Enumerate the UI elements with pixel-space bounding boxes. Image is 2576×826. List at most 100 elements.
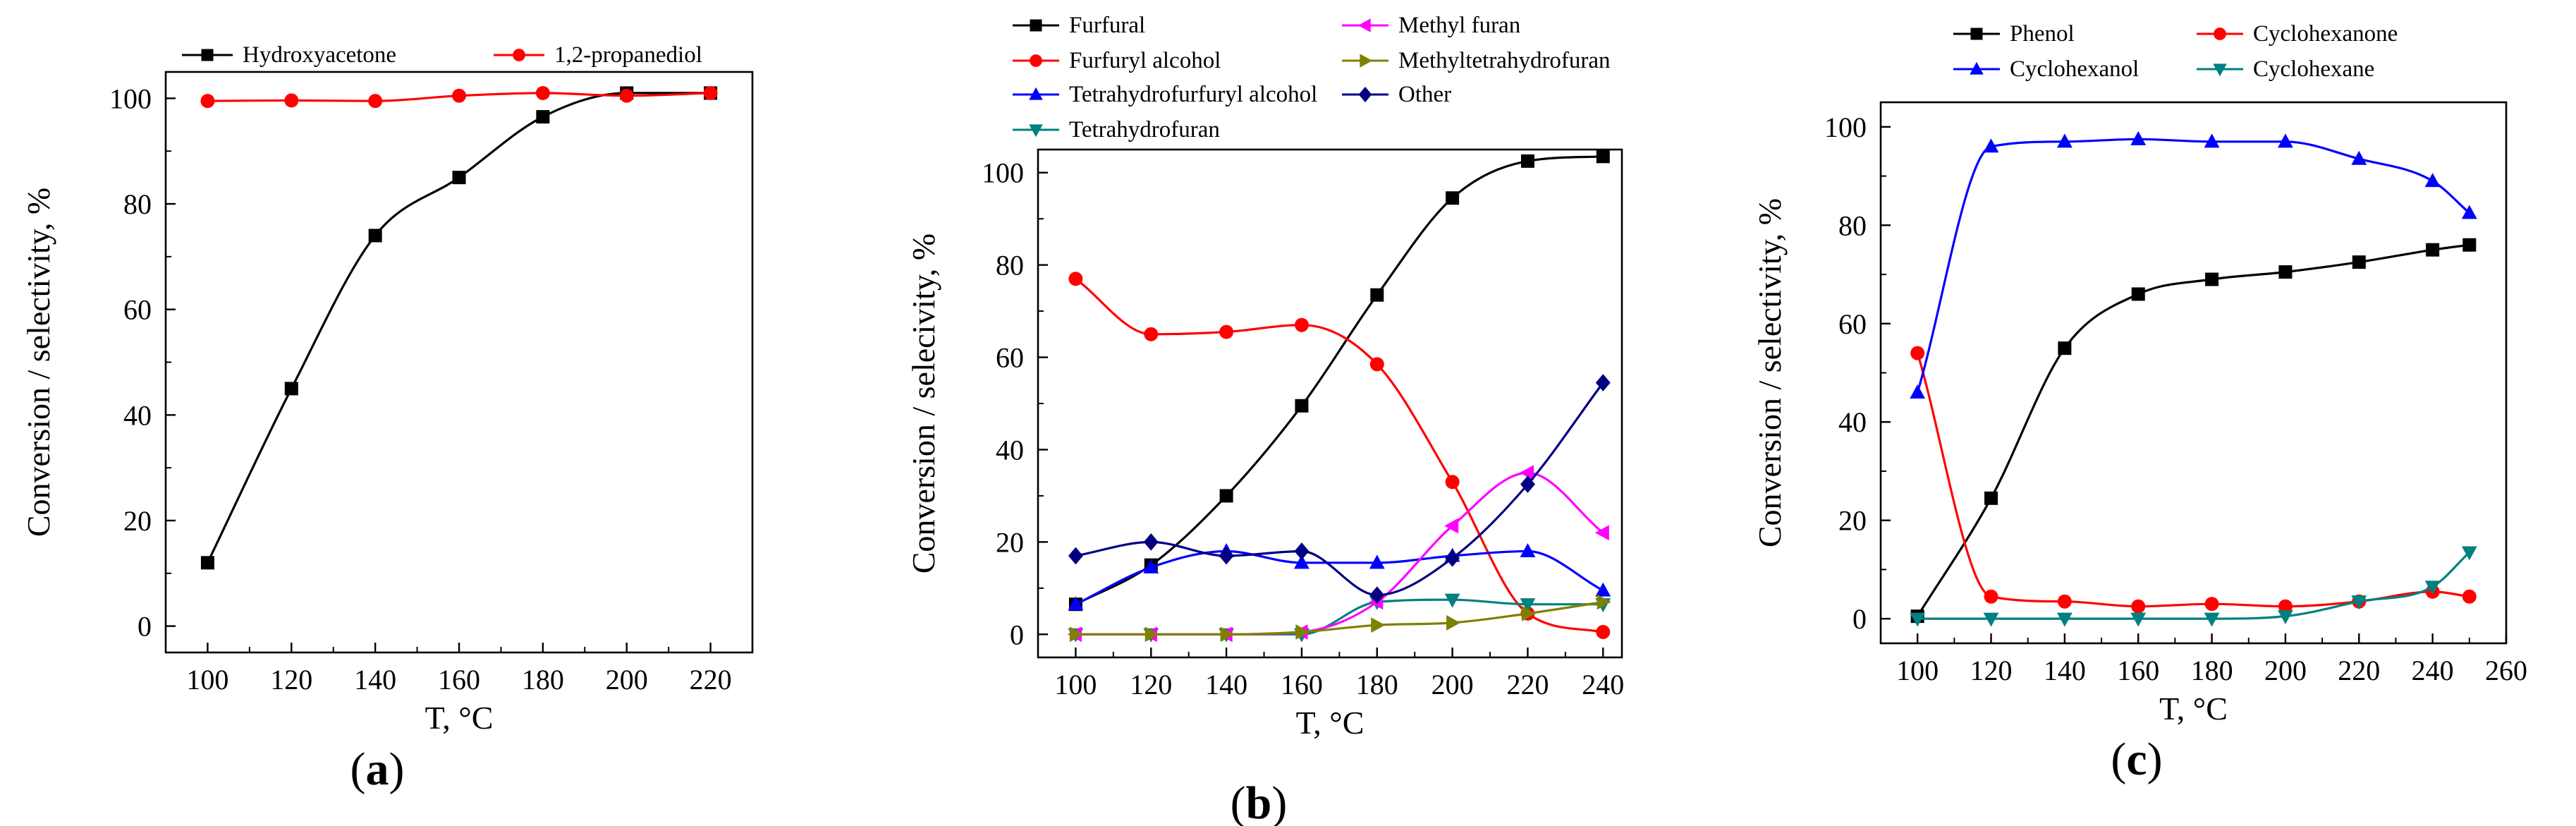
- data-point: [2278, 599, 2293, 614]
- x-tick-label: 220: [1506, 669, 1549, 700]
- legend-label: Furfuryl alcohol: [1069, 48, 1221, 73]
- legend-label: Furfural: [1069, 13, 1145, 38]
- y-tick-label: 80: [996, 250, 1024, 281]
- y-tick-label: 0: [138, 611, 152, 643]
- legend-marker: [1029, 124, 1043, 138]
- legend-item: Other: [1342, 82, 1451, 107]
- data-point: [1984, 491, 1998, 505]
- x-tick-label: 140: [2044, 655, 2086, 686]
- x-tick-label: 140: [354, 664, 396, 696]
- legend: Phenol Cyclohexanone Cyclohexanol Cyclohexa…: [1953, 21, 2398, 82]
- data-point: [1220, 626, 1235, 643]
- x-axis-label: T, °C: [1296, 705, 1365, 741]
- panel-label: (b): [1231, 777, 1288, 826]
- data-point: [1295, 624, 1310, 640]
- data-point: [2461, 546, 2477, 561]
- legend-item: Hydroxyacetone: [182, 42, 396, 68]
- legend: Furfural Furfuryl alcohol Tetrahydrofurfur…: [1013, 13, 1611, 142]
- data-point: [1446, 191, 1460, 205]
- data-point: [2278, 265, 2293, 279]
- data-point: [1596, 150, 1610, 164]
- legend-label: Hydroxyacetone: [243, 42, 396, 68]
- chart-panel-b: 100 120 140 160 180 200 220 240 0 20 40 60 80 100 T, °…: [905, 13, 1624, 826]
- series-furfural: [1068, 150, 1610, 612]
- chart-panel-a: 100 120 140 160 180 200 220 0 20 40 60 80 100 T, °C Co…: [20, 42, 754, 795]
- data-point: [200, 94, 215, 109]
- legend-item: Phenol: [1953, 21, 2075, 47]
- x-tick-label: 180: [1356, 669, 1398, 700]
- x-axis-label: T, °C: [425, 700, 494, 736]
- data-point: [1520, 598, 1536, 613]
- x-tick-label: 220: [2338, 655, 2380, 686]
- legend-marker: [1360, 54, 1373, 68]
- data-point: [2131, 287, 2145, 301]
- legend-item: Furfural: [1013, 13, 1145, 38]
- y-tick-label: 0: [1852, 603, 1867, 635]
- legend-label: Cyclohexanol: [2010, 56, 2139, 82]
- series-cyclohexane: [1910, 546, 2477, 627]
- data-point: [1143, 533, 1159, 551]
- data-point: [535, 85, 550, 100]
- x-tick-label: 100: [1896, 655, 1939, 686]
- data-point: [536, 110, 550, 124]
- legend-label: Phenol: [2010, 21, 2075, 47]
- data-point: [2204, 612, 2220, 627]
- data-point: [1144, 327, 1159, 341]
- data-point: [2426, 243, 2440, 257]
- chart-panel-c: 100 120 140 160 180 200 220 240 260 0 20 40 60 80 100 T…: [1752, 21, 2527, 785]
- data-point: [2056, 133, 2073, 148]
- y-tick-label: 100: [109, 83, 152, 114]
- legend-marker: [1029, 87, 1043, 100]
- data-point: [1294, 542, 1310, 560]
- data-point: [1068, 547, 1083, 565]
- data-point: [368, 94, 383, 109]
- data-point: [1445, 549, 1460, 567]
- data-point: [1069, 626, 1084, 643]
- legend-marker: [1970, 61, 1984, 75]
- data-point: [1595, 374, 1611, 391]
- x-tick-label: 260: [2485, 655, 2527, 686]
- legend-item: Cyclohexanone: [2197, 21, 2398, 47]
- data-point: [1446, 614, 1461, 631]
- series-line: [1075, 278, 1604, 633]
- y-axis-label: Conversion / selectivity, %: [1752, 198, 1788, 547]
- data-point: [2204, 597, 2219, 612]
- data-point: [2461, 205, 2477, 219]
- legend-label: Cyclohexane: [2253, 56, 2374, 82]
- x-tick-label: 240: [1582, 669, 1624, 700]
- x-tick-label: 180: [522, 664, 564, 696]
- data-point: [1520, 465, 1534, 481]
- data-point: [1369, 357, 1384, 372]
- data-point: [1144, 626, 1159, 643]
- series-other: [1068, 374, 1611, 604]
- series-line: [1075, 600, 1604, 636]
- y-tick-label: 0: [1010, 619, 1024, 650]
- legend-label: Methyl furan: [1398, 13, 1520, 38]
- data-point: [1219, 489, 1233, 503]
- data-point: [1294, 317, 1309, 332]
- data-point: [2424, 173, 2441, 188]
- data-point: [2205, 272, 2219, 286]
- series-furfuryl-alcohol: [1068, 272, 1611, 639]
- legend-label: Tetrahydrofuran: [1069, 117, 1220, 142]
- data-point: [1597, 594, 1611, 610]
- legend-marker: [1357, 18, 1371, 32]
- data-point: [1595, 582, 1611, 597]
- legend-label: Cyclohexanone: [2253, 21, 2398, 47]
- legend-item: Methyl furan: [1342, 13, 1520, 38]
- x-tick-label: 160: [1281, 669, 1323, 700]
- plot-frame: [1879, 101, 2508, 645]
- legend-label: Tetrahydrofurfuryl alcohol: [1069, 82, 1317, 107]
- data-point: [1219, 324, 1234, 339]
- data-point: [1369, 554, 1385, 569]
- data-point: [1594, 525, 1609, 541]
- data-point: [2130, 130, 2147, 145]
- x-tick-label: 200: [1432, 669, 1474, 700]
- x-tick-label: 200: [606, 664, 648, 696]
- legend-label: Methyltetrahydrofuran: [1398, 48, 1611, 73]
- data-point: [2058, 341, 2072, 356]
- y-tick-label: 60: [1838, 308, 1867, 340]
- data-point: [1445, 475, 1460, 490]
- data-point: [1983, 138, 1999, 153]
- data-point: [2057, 594, 2072, 609]
